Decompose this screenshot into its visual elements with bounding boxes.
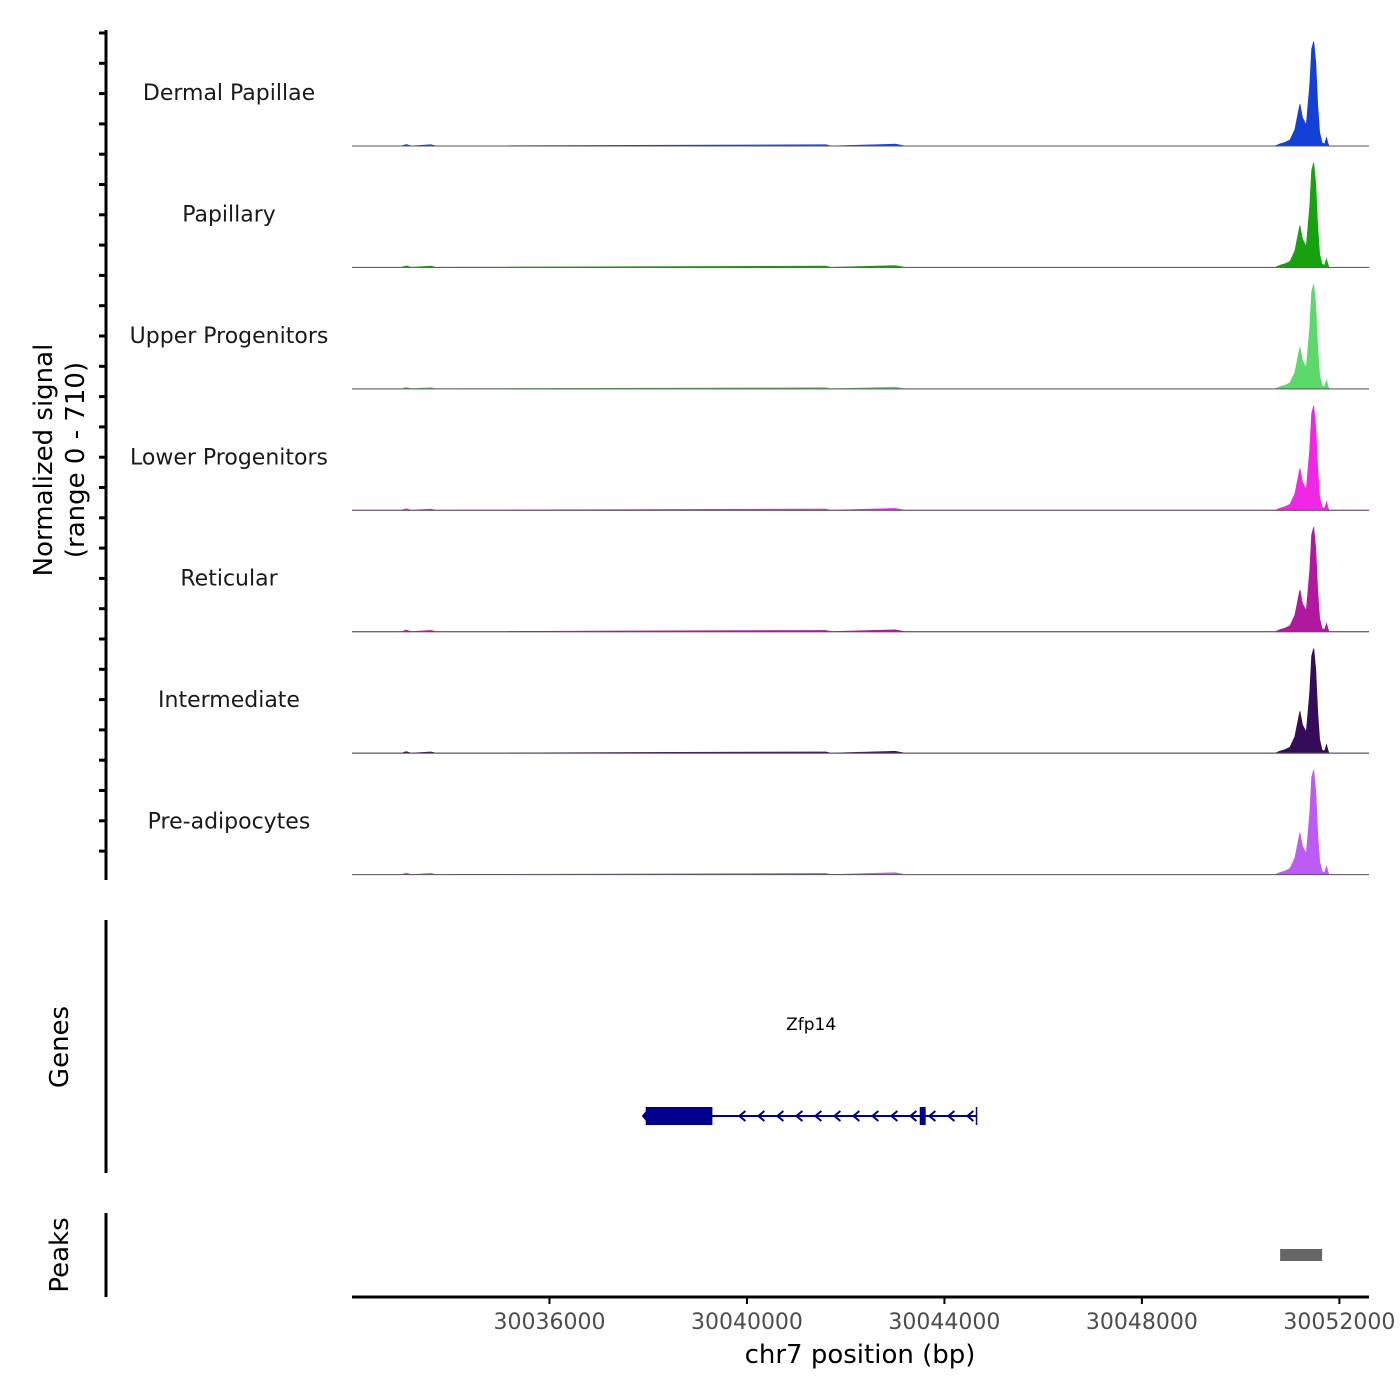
track-pre-adipocytes: Pre-adipocytes [148, 769, 1369, 876]
coverage-area [352, 162, 1369, 268]
track-dermal-papillae: Dermal Papillae [143, 41, 1369, 147]
x-tick-label: 30044000 [888, 1310, 1000, 1335]
gene-start-arrow [641, 1109, 648, 1123]
track-label: Lower Progenitors [130, 445, 328, 470]
gene-exon [645, 1107, 713, 1125]
strand-arrow [794, 1110, 804, 1122]
track-intermediate: Intermediate [158, 648, 1369, 754]
peak-region [1280, 1249, 1323, 1261]
y-axis-title-line1: Normalized signal [29, 344, 59, 577]
strand-arrow [927, 1110, 937, 1122]
x-tick-label: 30040000 [691, 1310, 803, 1335]
x-axis-ticks: 30036000 30040000 30044000 30048000 30052000 [493, 1297, 1395, 1335]
strand-arrow [756, 1110, 766, 1122]
coverage-tracks: Dermal Papillae Papillary Upper Progenitor… [130, 41, 1369, 876]
coverage-area [352, 405, 1369, 511]
coverage-area [352, 527, 1369, 633]
track-lower-progenitors: Lower Progenitors [130, 405, 1369, 511]
track-label: Pre-adipocytes [148, 810, 311, 835]
coverage-area [352, 769, 1369, 876]
track-upper-progenitors: Upper Progenitors [130, 284, 1369, 390]
track-reticular: Reticular [180, 527, 1369, 633]
genes-track-title: Genes [45, 1006, 75, 1088]
gene-track: Zfp14 [641, 1015, 978, 1125]
x-axis-title: chr7 position (bp) [745, 1340, 976, 1370]
signal-axis-ticks [99, 31, 106, 853]
x-tick-label: 30036000 [493, 1310, 605, 1335]
track-label: Intermediate [158, 688, 300, 713]
strand-arrow [775, 1110, 785, 1122]
coverage-area [352, 284, 1369, 390]
track-papillary: Papillary [182, 162, 1369, 268]
track-label: Reticular [180, 567, 278, 592]
strand-arrow [737, 1110, 747, 1122]
track-label: Papillary [182, 202, 276, 227]
x-tick-label: 30052000 [1283, 1310, 1395, 1335]
strand-arrow [889, 1110, 899, 1122]
strand-arrow [813, 1110, 823, 1122]
strand-arrow [851, 1110, 861, 1122]
y-axis-title-line2: (range 0 - 710) [61, 362, 91, 558]
strand-arrow [908, 1110, 918, 1122]
gene-name-label: Zfp14 [786, 1015, 836, 1035]
strand-arrow [946, 1110, 956, 1122]
peak-track [1280, 1249, 1323, 1261]
strand-arrow [965, 1110, 975, 1122]
x-tick-label: 30048000 [1086, 1310, 1198, 1335]
peaks-track-title: Peaks [45, 1217, 75, 1292]
track-label: Dermal Papillae [143, 81, 315, 106]
gene-exon [919, 1107, 926, 1125]
strand-arrow [832, 1110, 842, 1122]
coverage-area [352, 41, 1369, 147]
coverage-area [352, 648, 1369, 754]
strand-arrow [870, 1110, 880, 1122]
track-label: Upper Progenitors [130, 324, 329, 349]
